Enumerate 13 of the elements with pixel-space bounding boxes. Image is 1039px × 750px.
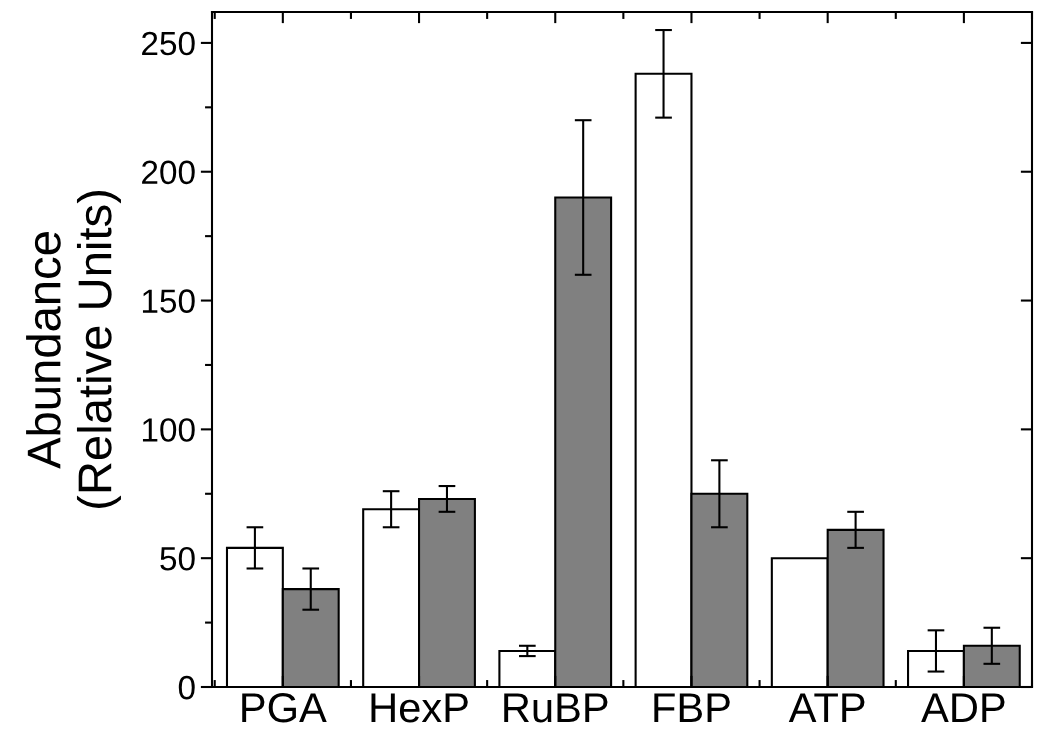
y-tick-label: 50 [160,546,195,571]
x-tick-label: ATP [788,693,865,723]
x-tick-label: RuBP [504,693,608,723]
y-tick-label: 250 [142,31,195,56]
y-tick-label: 0 [178,675,195,700]
y-tick-label: 150 [142,289,195,313]
x-tick-label: HexP [371,693,468,723]
y-tick-label: 200 [142,160,195,185]
x-tick-label: ADP [921,693,1005,723]
x-tick-label: FBP [654,693,730,723]
x-tick-label: PGA [242,692,327,723]
y-axis-title: Abundance (Relative Units) [26,191,121,508]
y-tick-label: 100 [142,418,195,442]
